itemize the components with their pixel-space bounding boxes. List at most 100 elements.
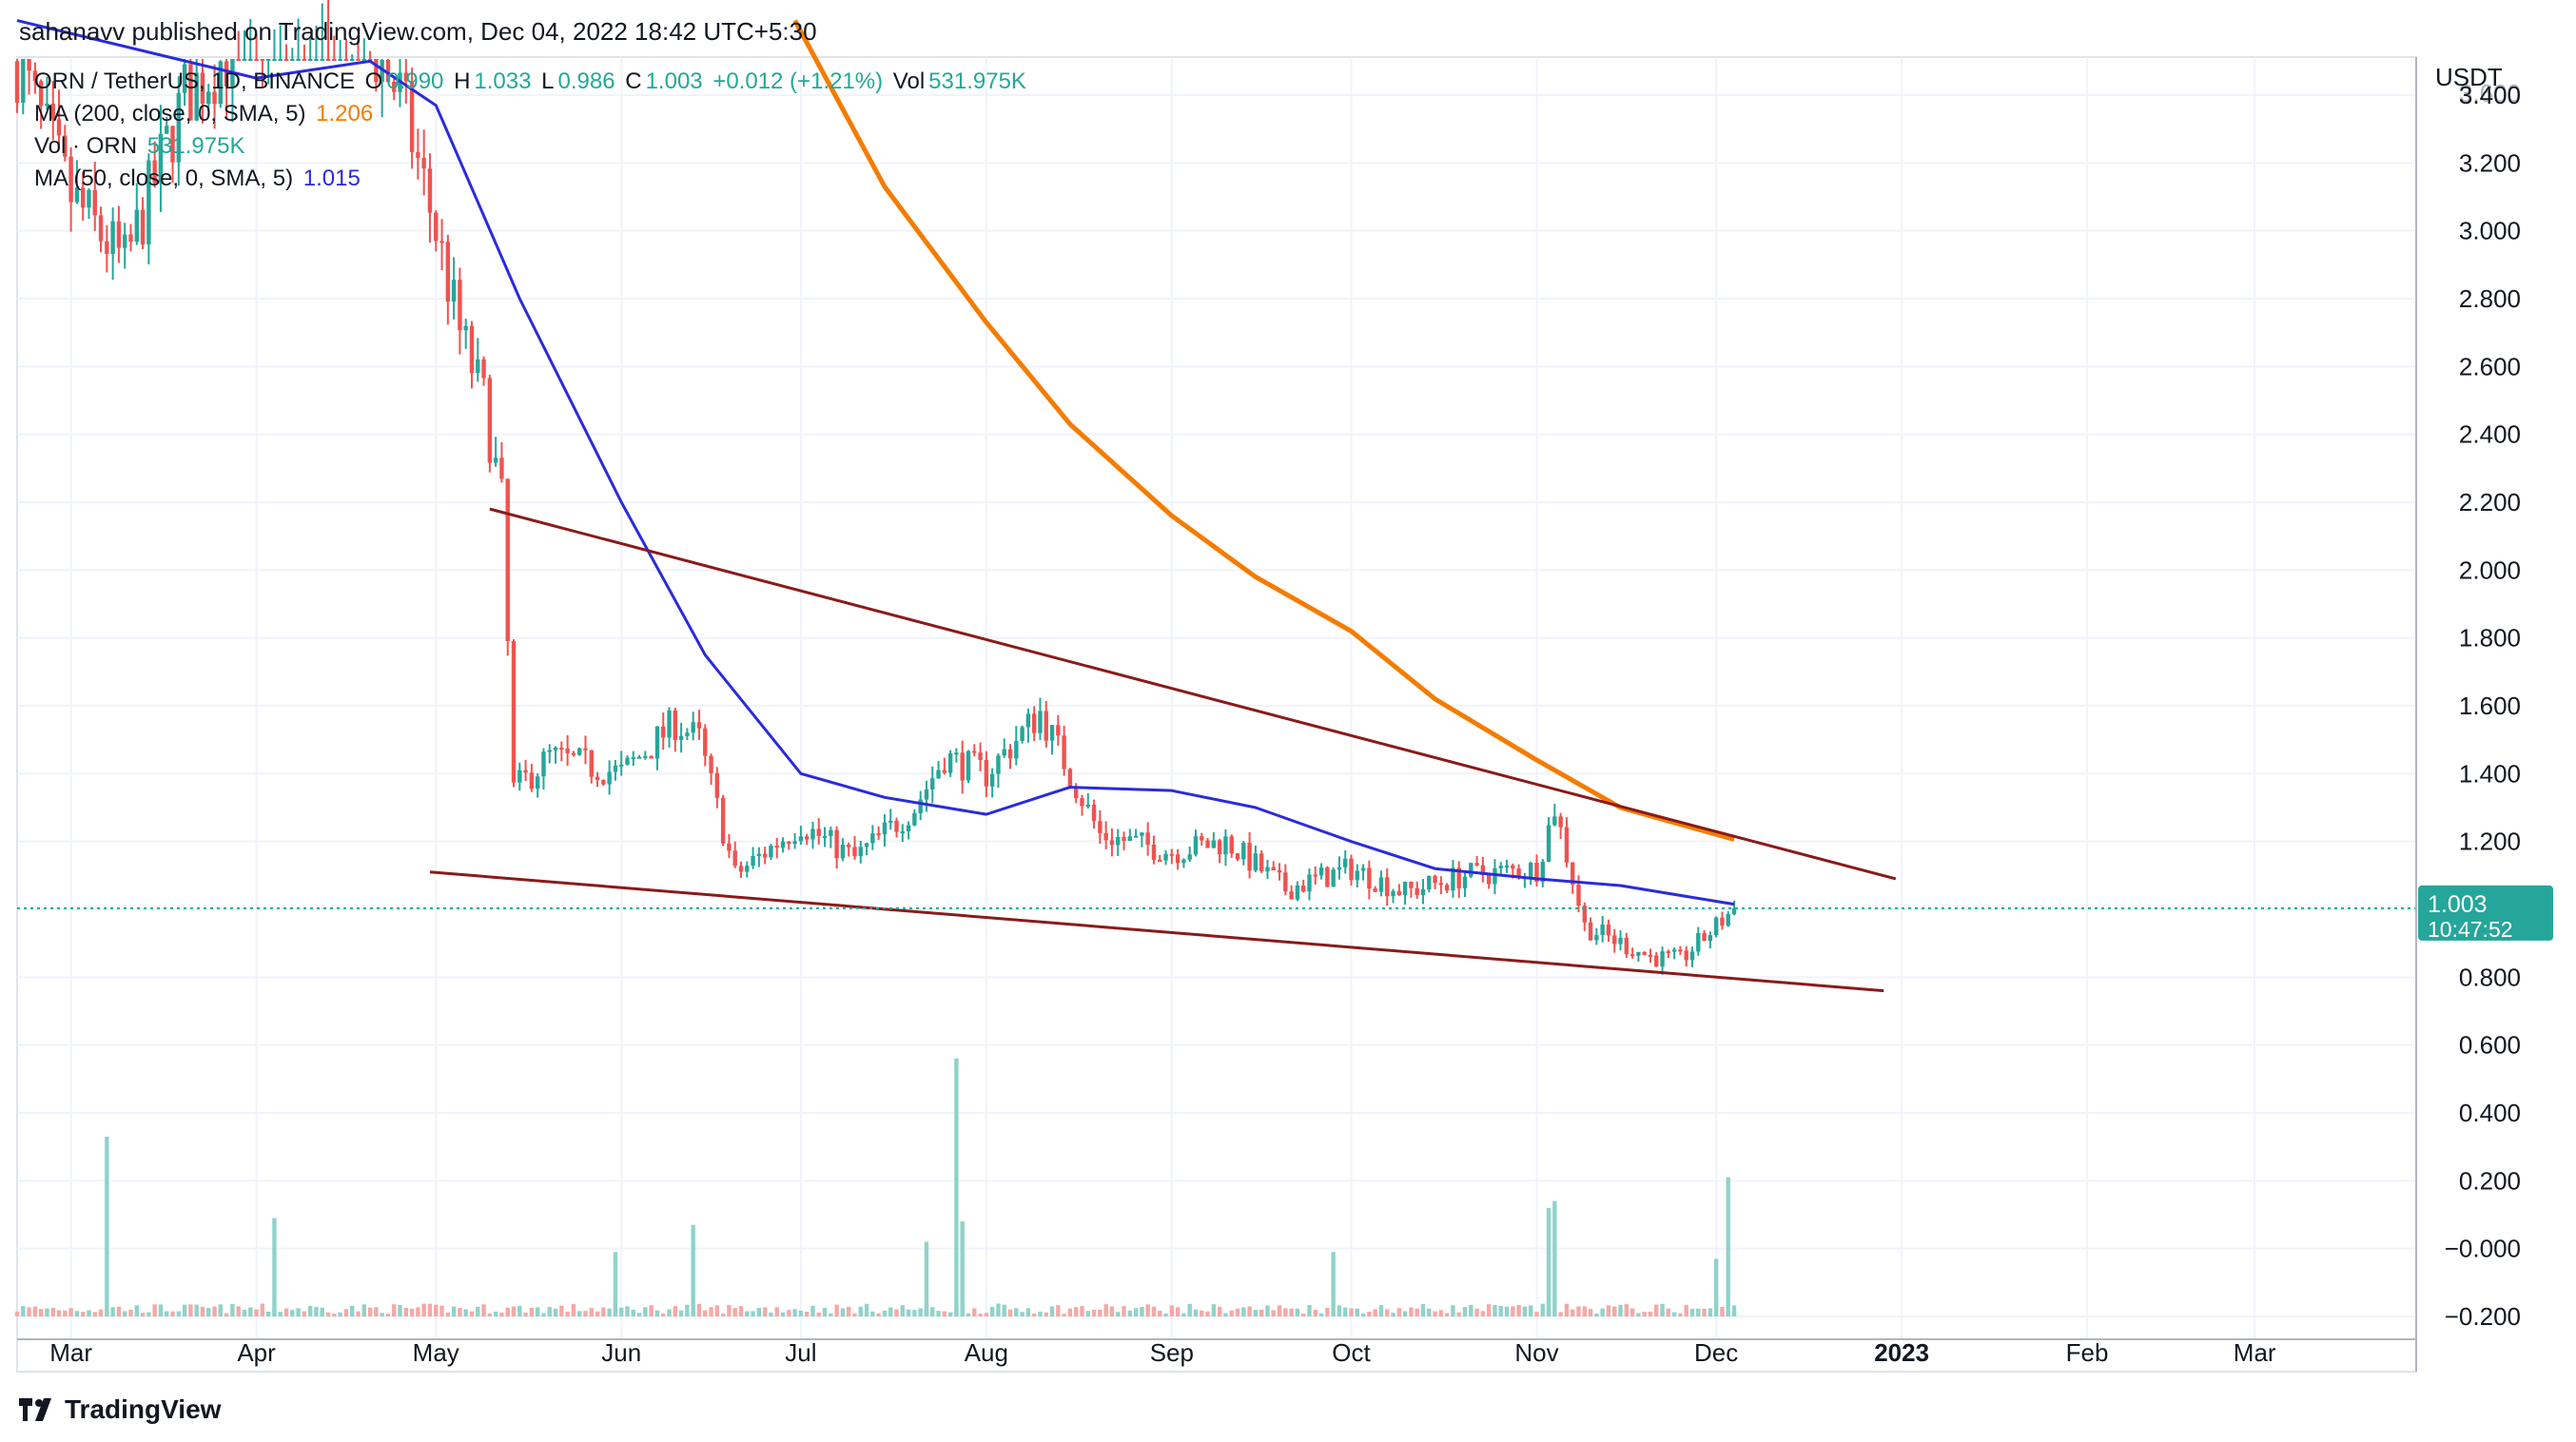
volume-bar (380, 1313, 384, 1316)
volume-bar (1618, 1304, 1623, 1316)
price-tick-label: 2.400 (2459, 420, 2521, 449)
volume-bar (80, 1312, 86, 1316)
vol-orn-label[interactable]: Vol · ORN (34, 133, 138, 159)
candle-body (128, 234, 133, 243)
volume-bar (643, 1307, 648, 1316)
volume-bar (1080, 1306, 1084, 1316)
candle-body (1181, 859, 1186, 864)
candle-body (152, 160, 157, 184)
candle-body (1618, 937, 1623, 945)
candle-body (864, 843, 869, 848)
volume-bar (385, 1314, 391, 1316)
volume-bar (547, 1307, 552, 1316)
candle-body (338, 59, 342, 61)
candle-body (745, 866, 750, 872)
candle-body (576, 748, 582, 755)
candle-body (1145, 832, 1150, 846)
volume-bar (565, 1312, 570, 1316)
candle-body (792, 841, 797, 845)
volume-bars (14, 1058, 1737, 1316)
volume-bar (1391, 1313, 1395, 1316)
volume-bar (1396, 1308, 1402, 1316)
candle-body (541, 751, 546, 777)
candle-body (559, 747, 564, 750)
candle-body (38, 81, 44, 107)
volume-bar (32, 1306, 38, 1316)
candle-body (1402, 881, 1408, 895)
volume-bar (1708, 1308, 1713, 1316)
volume-bar (535, 1307, 540, 1316)
volume-legend[interactable]: Vol · ORN 531.975K (34, 133, 248, 160)
candle-body (469, 325, 475, 374)
volume-bar (1594, 1313, 1599, 1316)
candle-body (505, 478, 510, 641)
candle-body (439, 241, 444, 244)
ma200-line (792, 19, 1735, 842)
candle-body (50, 104, 55, 120)
candle-body (87, 189, 91, 208)
volume-bar (822, 1307, 828, 1316)
volume-bar (1612, 1306, 1617, 1316)
tradingview-logo-icon (19, 1398, 51, 1421)
ma200-legend[interactable]: MA (200, close, 0, SMA, 5) 1.206 (34, 101, 377, 127)
volume-bar (499, 1312, 504, 1316)
candle-body (1217, 840, 1222, 855)
symbol-label[interactable]: ORN / TetherUS, 1D, BINANCE (34, 68, 355, 94)
candle-body (732, 850, 737, 867)
volume-bar (403, 1308, 409, 1316)
volume-spike (960, 1221, 965, 1316)
volume-bar (1313, 1310, 1317, 1316)
volume-spike (1731, 1313, 1737, 1316)
candle-body (1648, 954, 1653, 957)
price-tick-label: 0.800 (2459, 963, 2521, 991)
candle-body (1660, 951, 1665, 967)
candle-body (529, 772, 535, 789)
candle-body (780, 841, 786, 848)
volume-bar (487, 1313, 493, 1316)
volume-bar (325, 1312, 331, 1316)
volume-bar (1420, 1303, 1426, 1316)
candle-body (1726, 914, 1730, 926)
volume-bar (1038, 1311, 1043, 1316)
volume-bar (1337, 1305, 1342, 1316)
volume-bar (1689, 1308, 1695, 1316)
candlesticks (14, 0, 1737, 975)
volume-bar (320, 1307, 324, 1316)
candle-body (74, 187, 80, 203)
volume-bar (876, 1313, 881, 1316)
candle-body (1265, 867, 1270, 872)
volume-bar (1349, 1308, 1354, 1316)
candle-body (110, 221, 115, 254)
candle-body (248, 59, 253, 61)
candle-body (1223, 836, 1228, 855)
candle-body (200, 72, 205, 105)
volume-bar (906, 1309, 911, 1316)
volume-bar (1217, 1306, 1222, 1316)
volume-bar (685, 1304, 690, 1316)
volume-spike (1713, 1258, 1719, 1316)
volume-bar (392, 1304, 397, 1316)
candle-body (769, 846, 773, 858)
ma50-label[interactable]: MA (50, close, 0, SMA, 5) (34, 166, 294, 191)
volume-bar (834, 1304, 839, 1316)
candle-body (45, 104, 49, 107)
brand-footer[interactable]: TradingView (19, 1394, 221, 1425)
ma200-label[interactable]: MA (200, close, 0, SMA, 5) (34, 101, 306, 127)
candle-body (325, 59, 331, 61)
candle-body (176, 92, 182, 163)
volume-bar (493, 1311, 498, 1316)
volume-bar (1127, 1310, 1133, 1316)
volume-bar (212, 1306, 217, 1316)
candle-body (421, 157, 426, 169)
volume-bar (1606, 1305, 1611, 1316)
vol-orn-value: 531.975K (146, 133, 245, 159)
volume-bar (918, 1308, 923, 1316)
volume-bar (110, 1307, 115, 1316)
volume-bar (1145, 1304, 1150, 1316)
candle-body (1158, 860, 1162, 863)
volume-bar (1444, 1313, 1450, 1316)
ma50-legend[interactable]: MA (50, close, 0, SMA, 5) 1.015 (34, 166, 364, 192)
candle-body (906, 825, 911, 832)
symbol-legend[interactable]: ORN / TetherUS, 1D, BINANCE O 0.990 H 1.03… (34, 68, 1030, 95)
